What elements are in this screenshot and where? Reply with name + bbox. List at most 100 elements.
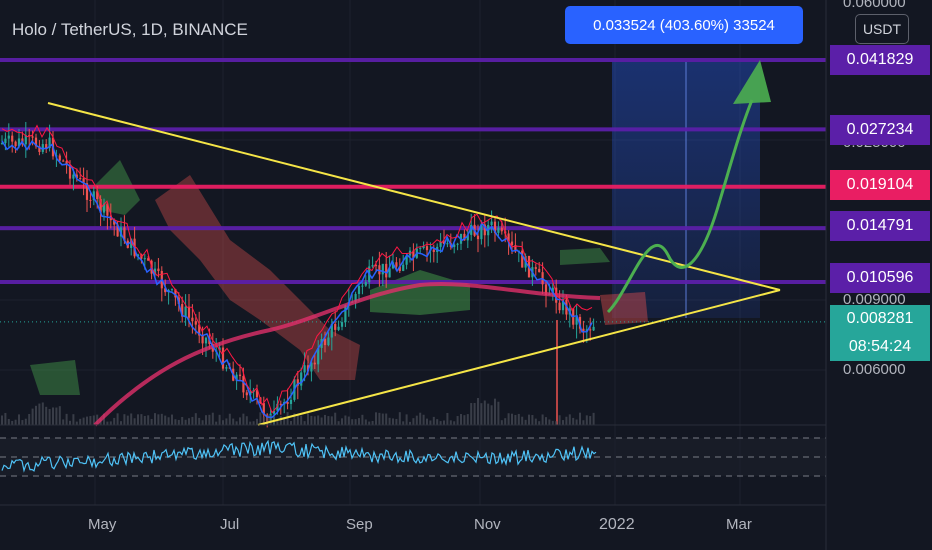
volume-bar <box>381 413 384 425</box>
volume-bar <box>545 417 547 425</box>
candle-body <box>238 374 242 377</box>
candle-body <box>510 241 514 246</box>
candle-body <box>279 403 282 405</box>
volume-bar <box>58 406 61 425</box>
volume-bar <box>568 414 571 425</box>
currency-unit-button[interactable]: USDT <box>855 14 909 44</box>
volume-bar <box>269 415 272 425</box>
candle-body <box>402 264 405 271</box>
candle-body <box>439 241 442 247</box>
candle-body <box>85 183 89 200</box>
volume-bar <box>28 413 31 425</box>
candle-body <box>194 321 197 325</box>
price-tick: 0.009000 <box>843 291 906 308</box>
projected-arrowhead <box>733 60 771 104</box>
volume-bar <box>303 421 306 425</box>
candle-body <box>534 267 537 269</box>
candle-body <box>405 255 408 265</box>
volume-bar <box>252 421 255 425</box>
candle-body <box>493 221 497 233</box>
volume-bar <box>364 419 367 425</box>
candle-body <box>106 203 109 216</box>
volume-bar <box>133 418 136 425</box>
volume-bar <box>96 414 99 425</box>
volume-bar <box>558 415 561 425</box>
volume-bar <box>368 421 371 425</box>
volume-bar <box>103 413 105 425</box>
volume-bar <box>507 413 510 425</box>
volume-bar <box>439 421 442 425</box>
volume-bar <box>35 405 37 425</box>
candle-body <box>582 328 585 332</box>
measure-tooltip: 0.033524 (403.60%) 33524 <box>565 6 803 44</box>
candle-body <box>99 198 102 213</box>
oscillator-line <box>1 439 597 473</box>
volume-bar <box>201 420 204 425</box>
candle-body <box>371 265 374 267</box>
volume-bar <box>7 419 10 425</box>
candle-body <box>592 326 595 331</box>
candle-body <box>395 262 398 267</box>
volume-bar <box>160 413 163 425</box>
candle-body <box>357 286 361 294</box>
volume-bar <box>490 405 493 425</box>
volume-bar <box>477 398 479 425</box>
candle-body <box>340 322 344 327</box>
price-level-tag: 0.019104 <box>830 170 930 200</box>
candle-body <box>521 250 524 268</box>
volume-bar <box>528 414 530 425</box>
volume-bar <box>276 420 279 425</box>
volume-bar <box>283 417 286 425</box>
bearish-cloud <box>155 175 360 380</box>
conversion-line <box>1 140 593 419</box>
volume-bar <box>147 415 150 425</box>
candle-body <box>123 227 126 241</box>
volume-bar <box>453 421 456 425</box>
candle-body <box>235 374 238 381</box>
volume-bar <box>371 420 374 425</box>
volume-bar <box>184 419 187 425</box>
triangle-upper-trendline <box>47 102 781 291</box>
volume-bar <box>466 414 469 425</box>
volume-bar <box>531 415 534 425</box>
volume-bar <box>86 416 88 425</box>
time-tick: 2022 <box>599 516 635 533</box>
volume-bar <box>256 418 258 425</box>
volume-bar <box>402 421 405 425</box>
oscillator-pane <box>0 437 826 477</box>
volume-bar <box>341 418 343 425</box>
candle-body <box>422 246 425 249</box>
volume-bar <box>504 418 507 425</box>
candle-body <box>4 138 7 144</box>
volume-bar <box>69 420 71 425</box>
time-tick: Jul <box>220 516 240 533</box>
volume-bar <box>211 412 214 425</box>
volume-bar <box>592 412 595 425</box>
price-level-tag: 0.014791 <box>830 211 930 241</box>
candle-body <box>585 329 588 332</box>
volume-bar <box>313 416 316 425</box>
candle-body <box>296 379 299 386</box>
volume-bar <box>41 402 44 425</box>
candle-body <box>289 399 293 404</box>
candle-body <box>466 234 469 241</box>
candle-body <box>204 337 208 344</box>
candle-body <box>62 160 65 162</box>
candle-body <box>538 268 541 273</box>
volume-bar <box>538 421 541 425</box>
candle-body <box>578 316 582 329</box>
candle-body <box>337 326 340 330</box>
candle-body <box>286 401 289 404</box>
volume-bar <box>385 413 388 425</box>
volume-bar <box>72 414 75 425</box>
volume-bar <box>106 421 109 425</box>
volume-bar <box>422 414 425 425</box>
candle-body <box>310 362 313 372</box>
candle-body <box>391 262 395 269</box>
candle-body <box>446 243 449 245</box>
bullish-cloud <box>560 248 610 265</box>
candle-body <box>276 403 279 411</box>
candle-body <box>68 164 72 179</box>
volume-bar <box>286 412 289 425</box>
